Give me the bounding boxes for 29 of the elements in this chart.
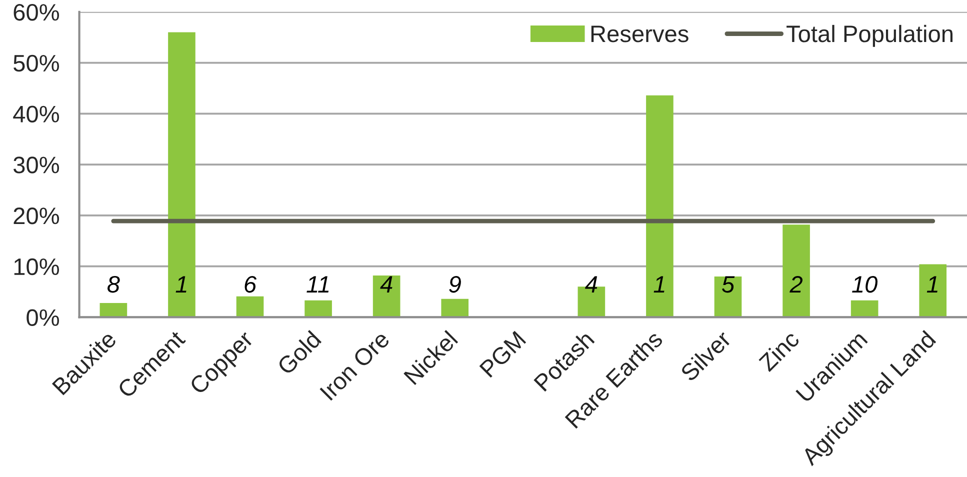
annotation: 9 xyxy=(449,276,461,293)
annotation: 4 xyxy=(380,276,392,292)
bar xyxy=(236,296,264,318)
annotation: 5 xyxy=(722,276,735,293)
annotation: 1 xyxy=(926,276,938,292)
y-tick-label: 20% xyxy=(14,208,60,224)
annotation: 1 xyxy=(176,276,186,292)
annotation: 2 xyxy=(790,276,803,292)
annotation: 8 xyxy=(107,276,120,293)
annotation: 6 xyxy=(244,276,257,293)
y-tick-label: 0% xyxy=(26,309,60,326)
y-tick-label: 60% xyxy=(14,4,60,21)
annotation: 1 xyxy=(654,276,664,292)
annotation: 10 xyxy=(852,276,878,293)
y-tick-label: 40% xyxy=(13,106,60,122)
legend-label: Total Population xyxy=(786,24,952,47)
y-tick-label: 10% xyxy=(14,258,60,276)
bar xyxy=(646,95,674,318)
bar xyxy=(919,264,947,318)
bar xyxy=(168,32,196,318)
y-tick-label: 30% xyxy=(13,156,60,174)
legend-label: Reserves xyxy=(591,26,688,42)
bar xyxy=(304,300,332,318)
bar xyxy=(441,298,469,318)
bar xyxy=(850,300,878,318)
y-tick-label: 50% xyxy=(14,54,60,72)
bar xyxy=(100,302,128,318)
bar xyxy=(782,224,810,318)
annotation: 11 xyxy=(306,276,329,292)
